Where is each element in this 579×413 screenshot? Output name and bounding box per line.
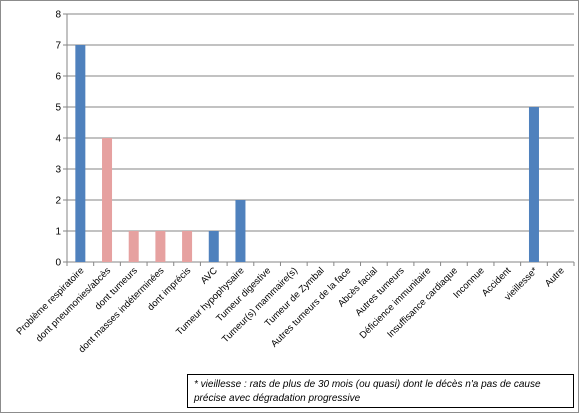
y-tick-label: 3 [55, 165, 61, 176]
bar [155, 231, 166, 262]
y-tick-label: 0 [55, 258, 61, 269]
footnote: * vieillesse : rats de plus de 30 mois (… [187, 374, 574, 408]
bar [208, 231, 219, 262]
bar [128, 231, 139, 262]
x-tick-label: Autre [543, 265, 567, 289]
bar [75, 45, 86, 262]
bar [235, 200, 246, 262]
y-tick-label: 8 [55, 10, 61, 21]
x-tick-label: AVC [199, 265, 220, 286]
bar [102, 138, 113, 262]
y-tick-label: 6 [55, 72, 61, 83]
y-tick-label: 2 [55, 196, 61, 207]
bar [528, 107, 539, 262]
y-tick-label: 1 [55, 227, 61, 238]
y-tick-label: 4 [55, 134, 61, 145]
bar [182, 231, 193, 262]
y-tick-label: 5 [55, 103, 61, 114]
y-tick-label: 7 [55, 41, 61, 52]
